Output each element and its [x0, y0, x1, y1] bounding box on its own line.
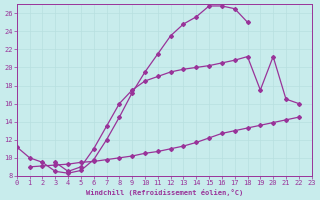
- X-axis label: Windchill (Refroidissement éolien,°C): Windchill (Refroidissement éolien,°C): [85, 189, 243, 196]
